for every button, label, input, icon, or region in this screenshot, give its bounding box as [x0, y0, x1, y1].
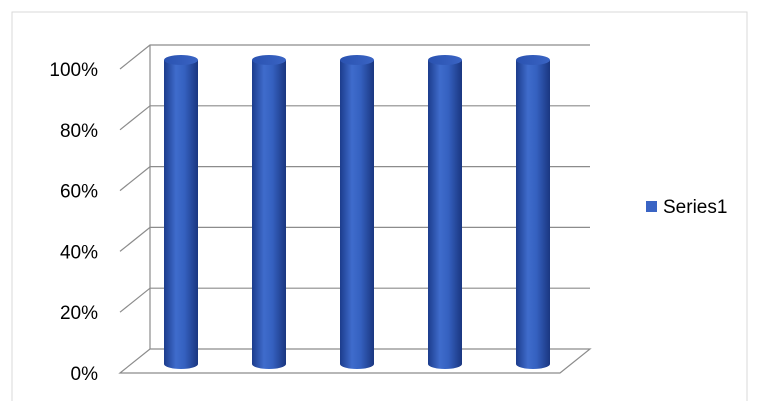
bar-body: [428, 60, 462, 369]
bar-body: [252, 60, 286, 369]
bar-body: [164, 60, 198, 369]
legend-swatch: [646, 201, 657, 212]
bar: [164, 55, 198, 369]
y-axis: 0% 20% 40% 60% 80% 100%: [49, 60, 98, 385]
floor: [118, 348, 592, 374]
chart-border: [11, 11, 748, 401]
bar-top: [340, 55, 374, 65]
bars: [164, 55, 550, 369]
bar-top: [516, 55, 550, 65]
bar: [516, 55, 550, 369]
bar-body: [516, 60, 550, 369]
y-tick-label: 0%: [71, 364, 99, 385]
y-tick-label: 20%: [60, 303, 98, 324]
bar: [252, 55, 286, 369]
y-tick-label: 40%: [60, 242, 98, 263]
legend: Series1: [646, 197, 727, 218]
bar-top: [252, 55, 286, 65]
bar: [428, 55, 462, 369]
y-tick-label: 80%: [60, 121, 98, 142]
y-tick-label: 60%: [60, 182, 98, 203]
bar-body: [340, 60, 374, 369]
y-tick-label: 100%: [49, 60, 98, 81]
bar-top: [164, 55, 198, 65]
chart-frame: [11, 11, 748, 401]
bar: [340, 55, 374, 369]
gridlines: [118, 44, 592, 374]
bar-top: [428, 55, 462, 65]
legend-label: Series1: [663, 197, 727, 218]
